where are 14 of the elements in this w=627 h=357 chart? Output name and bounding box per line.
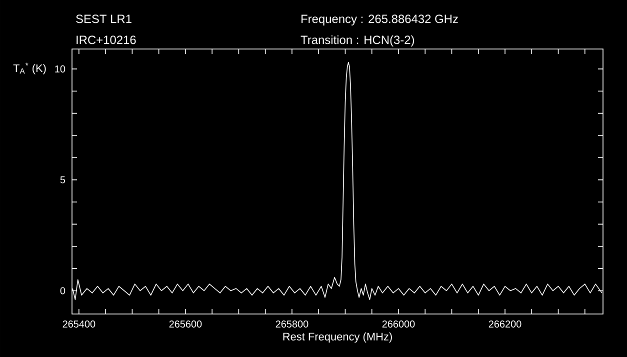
x-axis-title: Rest Frequency (MHz) (283, 332, 392, 343)
chart-subtitle: IRC+10216 (76, 36, 136, 44)
x-tick-label: 265800 (276, 320, 308, 328)
x-tick-label: 265600 (169, 320, 202, 328)
y-axis-title: T$_{A}$$^{*}$ (K) (13, 62, 46, 74)
y-tick-label: 10 (55, 65, 66, 72)
text: Frequency : 265.886432 GHz (302, 14, 458, 26)
text: Transition : HCN(3-2) (300, 35, 414, 46)
y-tick-label: 0 (60, 287, 66, 294)
x-tick-label: 265400 (62, 320, 96, 328)
chart-title: SEST LR1 (76, 14, 132, 24)
x-tick-label: 266200 (488, 320, 522, 328)
y-tick-label: 5 (60, 176, 66, 184)
x-tick-label: 266000 (382, 320, 415, 328)
